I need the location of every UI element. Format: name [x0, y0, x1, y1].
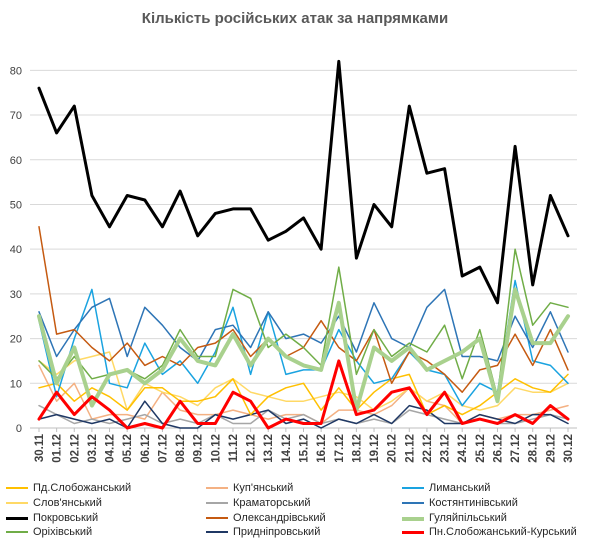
- y-tick-label: 50: [10, 199, 22, 211]
- legend-label: Пд.Слобожанський: [33, 482, 132, 494]
- legend-label: Гуляйпільський: [429, 511, 507, 524]
- legend-swatch: [206, 516, 228, 519]
- series-lines: [37, 59, 570, 430]
- y-tick-label: 60: [10, 155, 22, 167]
- y-tick-label: 20: [10, 334, 22, 346]
- x-tick-label: 08.12: [175, 434, 187, 463]
- legend-label: Придніпровський: [233, 526, 321, 539]
- series-line-0: [38, 373, 569, 416]
- x-tick-label: 12.12: [246, 434, 258, 463]
- y-tick-label: 80: [10, 65, 22, 77]
- x-tick-label: 18.12: [351, 434, 363, 463]
- legend-label: Куп'янський: [233, 482, 294, 494]
- series-line-6: [37, 59, 570, 305]
- x-tick-label: 22.12: [422, 434, 434, 463]
- x-tick-label: 21.12: [404, 434, 416, 463]
- x-tick-label: 05.12: [122, 434, 134, 463]
- series-line-11: [37, 359, 570, 430]
- legend-label: Краматорський: [233, 496, 311, 509]
- x-tick-label: 02.12: [69, 434, 81, 463]
- legend-swatch: [206, 531, 228, 534]
- legend-swatch: [402, 516, 424, 521]
- chart-title: Кількість російських атак за напрямками: [141, 10, 449, 27]
- legend-label: Слов'янський: [33, 496, 102, 509]
- x-tick-label: 29.12: [545, 434, 557, 463]
- legend-swatch: [6, 487, 28, 489]
- x-tick-label: 30.12: [563, 434, 575, 463]
- y-tick-label: 10: [10, 378, 22, 390]
- y-tick-label: 0: [16, 423, 22, 435]
- legend-label: Олександрівський: [233, 511, 326, 524]
- series-line-8: [37, 287, 570, 413]
- legend-swatch: [6, 516, 28, 520]
- x-tick-label: 19.12: [369, 434, 381, 463]
- x-tick-label: 04.12: [105, 434, 117, 463]
- y-tick-label: 40: [10, 244, 22, 256]
- legend-swatch: [402, 501, 424, 504]
- legend-swatch: [6, 531, 28, 534]
- x-tick-label: 26.12: [492, 434, 504, 463]
- x-tick-label: 09.12: [193, 434, 205, 463]
- x-tick-label: 03.12: [87, 434, 99, 463]
- gridlines: [30, 69, 577, 384]
- legend-swatch: [206, 487, 228, 489]
- x-tick-label: 06.12: [140, 434, 152, 463]
- x-tick-label: 14.12: [281, 434, 293, 463]
- legend-label: Пн.Слобожанський-Курський: [429, 526, 577, 539]
- x-tick-label: 23.12: [440, 434, 452, 463]
- legend-label: Лиманський: [429, 482, 491, 494]
- series-line-2: [38, 279, 569, 407]
- tick-labels: 0 10 20 30 40 50 60 70 80 30.11 01.12 02.12 03.12 04.…: [10, 65, 575, 462]
- legend-label: Оріхівський: [33, 526, 93, 539]
- legend-swatch: [402, 531, 424, 535]
- x-tick-label: 16.12: [316, 434, 328, 463]
- x-tick-label: 20.12: [387, 434, 399, 463]
- x-tick-label: 11.12: [228, 434, 240, 462]
- x-tick-label: 15.12: [299, 434, 311, 463]
- x-tick-label: 27.12: [510, 434, 522, 463]
- axes: [30, 427, 577, 432]
- x-tick-label: 24.12: [457, 434, 469, 463]
- x-tick-label: 30.11: [34, 433, 46, 462]
- y-tick-label: 70: [10, 110, 22, 122]
- x-tick-label: 13.12: [263, 434, 275, 463]
- series-line-5: [38, 288, 569, 362]
- x-tick-label: 17.12: [334, 434, 346, 463]
- legend-label: Покровський: [33, 511, 99, 524]
- legend-label: Костянтинівський: [429, 496, 518, 509]
- x-tick-label: 28.12: [528, 434, 540, 463]
- x-tick-label: 07.12: [157, 434, 169, 463]
- legend-swatch: [206, 501, 228, 504]
- legend-swatch: [402, 487, 424, 489]
- legend-swatch: [6, 501, 28, 504]
- x-tick-label: 25.12: [475, 434, 487, 463]
- y-tick-label: 30: [10, 289, 22, 301]
- x-tick-label: 01.12: [52, 434, 64, 463]
- x-tick-label: 10.12: [210, 434, 222, 463]
